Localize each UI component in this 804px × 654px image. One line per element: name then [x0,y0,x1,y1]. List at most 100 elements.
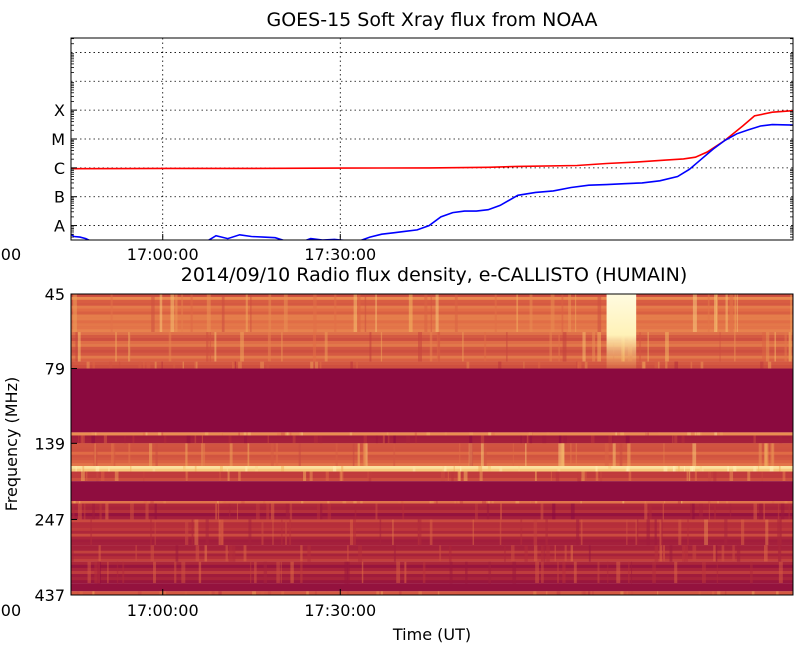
spectrogram-time-streak [663,443,665,467]
spectrogram-time-streak [740,519,745,546]
spectrogram-time-streak [529,501,531,504]
spectrogram-time-streak [608,466,612,472]
spectrogram-time-streak [791,435,793,444]
spectrogram-time-streak [358,545,362,562]
spectrogram-channel-row [71,302,793,306]
spectrogram-time-streak [520,519,523,546]
spectrogram-time-streak [77,332,81,362]
spectrogram-time-streak [657,361,660,369]
spectrogram-time-streak [582,332,586,362]
spectrogram-time-streak [780,503,785,520]
spectrogram-time-streak [430,294,432,333]
spectrogram-time-streak [524,545,528,562]
spectrogram-time-streak [243,432,247,436]
spectrogram-time-streak [760,361,762,369]
spectrogram-time-streak [184,591,187,595]
spectrogram-time-streak [580,501,582,504]
spectrogram-time-streak [592,591,594,595]
spectrogram-time-streak [238,432,240,436]
spectrogram-time-streak [576,519,580,546]
spectrogram-channel-row [71,432,793,436]
spectrogram-time-streak [181,561,186,584]
spectrogram-time-streak [380,332,383,362]
spectrogram-time-streak [185,471,189,482]
spectrogram-time-streak [285,432,288,436]
spectrogram-time-streak [81,466,83,472]
spectrogram-channel-row [71,503,793,507]
spectrogram-time-streak [347,545,349,562]
spectrogram-channel-row [71,574,793,578]
spectrogram-time-streak [143,501,148,504]
spectrogram-time-streak [352,519,356,546]
spectrogram-time-streak [250,561,252,584]
spectrogram-time-streak [662,503,664,520]
spectrogram-time-streak [663,466,668,472]
spectrogram-time-streak [625,435,630,444]
spectrogram-time-streak [83,503,86,520]
spectrogram-time-streak [92,591,95,595]
spectrogram-time-streak [683,466,686,472]
spectrogram-time-streak [639,332,641,362]
spectrogram-time-streak [555,471,560,482]
spectrogram-time-streak [91,432,95,436]
spectrogram-time-streak [558,435,562,444]
spectrogram-time-streak [107,561,109,584]
spectrogram-time-streak [150,501,154,504]
spectrogram-time-streak [612,435,614,444]
spectrogram-time-streak [525,443,527,467]
spectrogram-time-streak [564,545,567,562]
spectrogram-time-streak [267,332,271,362]
spectrogram-time-streak [77,435,80,444]
spectrogram-time-streak [137,591,142,595]
spectrogram-y-tick-label: 45 [45,285,65,304]
spectrogram-time-streak [767,361,772,369]
spectrogram-time-streak [96,471,99,482]
spectrogram-time-streak [604,443,609,467]
spectrogram-time-streak [764,443,768,467]
spectrogram-time-streak [708,503,710,520]
spectrogram-time-streak [201,435,203,444]
spectrogram-time-streak [630,591,634,595]
spectrogram-channel-row [71,365,793,369]
spectrogram-time-streak [515,501,520,504]
spectrogram-time-streak [779,519,782,546]
spectrogram-channel-row [71,564,793,568]
spectrogram-channel-row [71,308,793,312]
spectrogram-time-streak [580,519,583,546]
spectrogram-time-streak [313,294,317,333]
spectrogram-time-streak [219,471,221,482]
spectrogram-time-streak [429,501,434,504]
spectrogram-time-streak [574,294,577,333]
spectrogram-time-streak [769,466,774,472]
spectrogram-time-streak [518,466,520,472]
spectrogram-time-streak [674,361,679,369]
spectrogram-time-streak [581,471,585,482]
spectrogram-channel-row [71,567,793,571]
spectrogram-time-streak [626,591,628,595]
spectrogram-time-streak [225,545,228,562]
spectrogram-time-streak [734,294,736,333]
spectrogram-time-streak [692,443,697,467]
spectrogram-time-streak [528,432,532,436]
spectrogram-time-streak [645,432,650,436]
spectrogram-time-streak [75,332,78,362]
spectrogram-time-streak [784,501,788,504]
spectrogram-time-streak [80,591,83,595]
spectrogram-time-streak [721,545,725,562]
spectrogram-time-streak [595,471,599,482]
spectrogram-time-streak [290,561,294,584]
spectrogram-time-streak [724,519,728,546]
spectrogram-time-streak [486,503,490,520]
spectrogram-time-streak [357,443,360,467]
spectrogram-time-streak [204,545,208,562]
spectrogram-time-streak [80,471,85,482]
spectrogram-time-streak [715,545,718,562]
spectrogram-time-streak [299,501,301,504]
spectrogram-time-streak [341,466,344,472]
spectrogram-time-streak [289,503,293,520]
spectrogram-time-streak [332,466,337,472]
spectrogram-time-streak [688,471,691,482]
spectrogram-time-streak [326,591,329,595]
spectrogram-time-streak [234,361,236,369]
